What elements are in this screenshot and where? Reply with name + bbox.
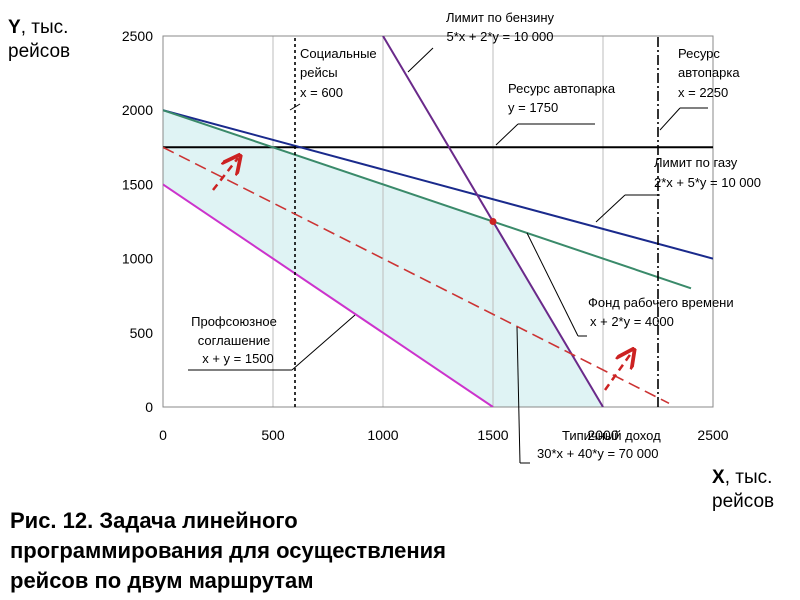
y-axis-label-line2: рейсов — [8, 41, 71, 62]
x-tick-label-3: 1500 — [477, 427, 508, 443]
annotation-gas-line2: 2*x + 5*y = 10 000 — [654, 175, 761, 190]
annotation-work-line2: x + 2*y = 4000 — [590, 314, 674, 329]
x-axis-label-line2: рейсов — [712, 491, 775, 512]
y-tick-label-1: 500 — [130, 325, 154, 341]
annotation-work-line1: Фонд рабочего времени — [588, 295, 734, 310]
x-tick-label-4: 2000 — [587, 427, 618, 443]
caption-line-1: Рис. 12. Задача линейного — [10, 508, 298, 533]
leader-resource-x-b — [659, 107, 681, 131]
x-tick-label-5: 2500 — [697, 427, 728, 443]
annotation-social-line1: Социальные — [300, 46, 377, 61]
y-axis-label: Y, тыс. рейсов — [8, 16, 70, 64]
series-line-gas_limit — [163, 109, 713, 260]
plot-frame — [162, 35, 714, 408]
annotation-union-line3: x + y = 1500 — [202, 351, 274, 366]
x-axis-label-rest: , тыс. — [724, 467, 773, 488]
annotation-petrol-line2: 5*x + 2*y = 10 000 — [447, 29, 554, 44]
annotation-resource-x-line1: Ресурс — [678, 46, 720, 61]
objective-arrow-left — [212, 158, 238, 191]
leader-social — [289, 103, 301, 111]
objective-arrow-right — [603, 352, 632, 391]
figure-caption: Рис. 12. Задача линейного программирован… — [10, 506, 570, 596]
annotation-income-line2: 30*x + 40*y = 70 000 — [537, 446, 658, 461]
annotation-union-line1: Профсоюзное — [191, 314, 277, 329]
annotation-income-line1: Типичный доход — [562, 428, 661, 443]
annotation-social-line2: рейсы — [300, 65, 338, 80]
y-tick-label-0: 0 — [145, 399, 153, 415]
y-tick-label-3: 1500 — [122, 176, 153, 192]
annotation-resource-y-line2: y = 1750 — [508, 100, 558, 115]
series-line-work_time — [163, 109, 692, 290]
caption-line-3: рейсов по двум маршрутам — [10, 568, 314, 593]
annotation-resource-x-line2: автопарка — [678, 65, 740, 80]
series-line-union_agreement — [163, 183, 494, 407]
leader-union-b — [291, 314, 356, 371]
y-axis-label-rest: , тыс. — [20, 17, 69, 38]
y-tick-label-2: 1000 — [122, 251, 153, 267]
leader-petrol — [407, 47, 434, 73]
x-tick-label-1: 500 — [261, 427, 285, 443]
y-axis-label-letter: Y — [8, 17, 21, 38]
annotation-resource-x-line3: x = 2250 — [678, 85, 728, 100]
leader-gas-b — [595, 194, 626, 223]
annotation-petrol-line1: Лимит по бензину — [446, 10, 555, 25]
optimum-point — [489, 218, 497, 225]
x-tick-label-2: 1000 — [367, 427, 398, 443]
series-line-typical_income — [163, 146, 670, 405]
leader-work-b — [526, 232, 579, 337]
caption-line-2: программирования для осуществления — [10, 538, 447, 563]
annotation-gas-line1: Лимит по газу — [654, 155, 738, 170]
annotation-resource-y-line1: Ресурс автопарка — [508, 81, 616, 96]
leader-income-b — [516, 326, 521, 464]
leader-resource-y-b — [495, 123, 519, 146]
x-axis-label: X, тыс. рейсов — [712, 466, 774, 514]
y-tick-label-4: 2000 — [122, 102, 153, 118]
annotation-social-line3: x = 600 — [300, 85, 343, 100]
x-axis-label-letter: X — [712, 467, 725, 488]
y-tick-label-5: 2500 — [122, 28, 153, 44]
x-tick-label-0: 0 — [159, 427, 167, 443]
annotation-union-line2: соглашение — [198, 333, 270, 348]
